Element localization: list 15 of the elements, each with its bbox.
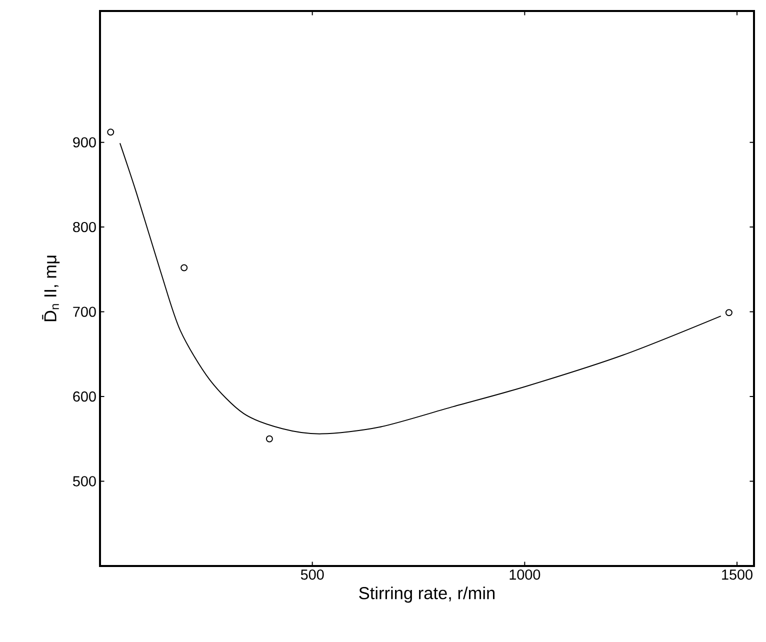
x-tick-label: 1000	[510, 570, 540, 580]
y-tick-label: 500	[73, 476, 96, 486]
x-tick-label: 500	[300, 570, 324, 580]
y-tick-label: 700	[73, 306, 96, 317]
point	[266, 435, 273, 442]
y-tick-label: 800	[73, 222, 96, 232]
y-axis-title: D̄$_{n}$ II, mμ	[42, 256, 60, 322]
x-tick-label: 1500	[722, 570, 752, 580]
point	[107, 128, 114, 136]
y-tick-label: 600	[73, 391, 96, 402]
x-axis-title: Stirring rate, r/min	[359, 586, 495, 603]
line-series	[119, 142, 722, 434]
point	[180, 264, 188, 272]
point	[725, 309, 732, 316]
y-tick-label: 900	[73, 137, 96, 148]
